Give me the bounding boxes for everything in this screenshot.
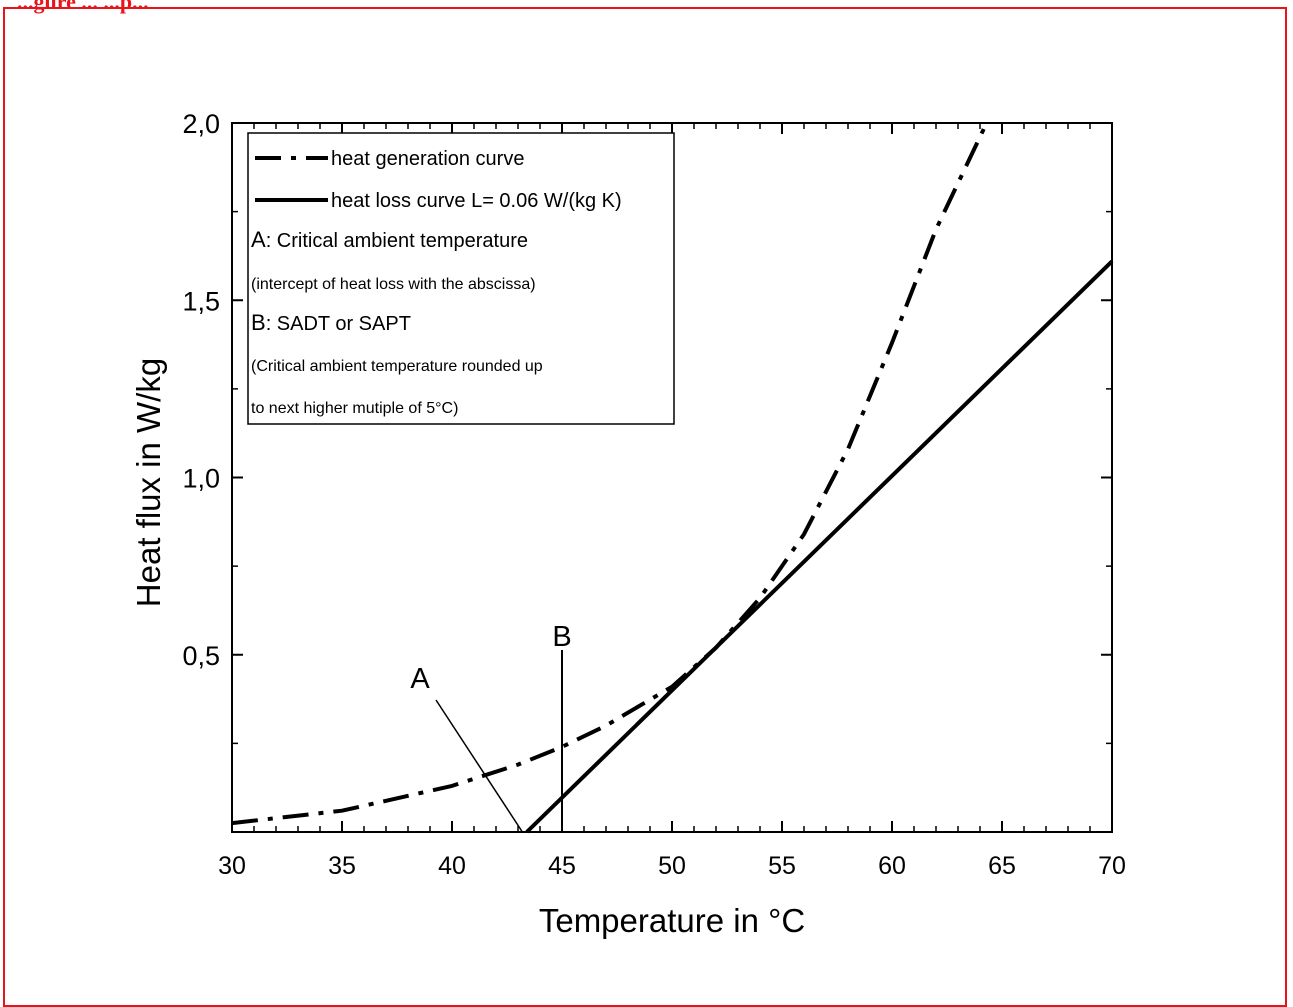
legend-note: A: Critical ambient temperature bbox=[251, 227, 528, 252]
legend-note-text: : Critical ambient temperature bbox=[266, 230, 528, 252]
figure-caption: ...gure ... ...p... bbox=[17, 0, 149, 14]
x-tick-label: 60 bbox=[878, 852, 906, 880]
legend-note-text: (Critical ambient temperature rounded up bbox=[251, 358, 543, 375]
legend-box bbox=[247, 132, 675, 425]
annotation-a-label: A bbox=[410, 663, 430, 695]
legend-entry: heat loss curve L= 0.06 W/(kg K) bbox=[331, 190, 622, 212]
legend-note: to next higher mutiple of 5°C) bbox=[251, 400, 458, 417]
legend-note: B: SADT or SAPT bbox=[251, 310, 411, 335]
legend-note-text: : SADT or SAPT bbox=[266, 313, 411, 335]
legend-note-text: (intercept of heat loss with the absciss… bbox=[251, 276, 536, 293]
x-tick-label: 45 bbox=[548, 852, 576, 880]
y-axis-label: Heat flux in W/kg bbox=[130, 358, 167, 607]
legend-note-key: B bbox=[251, 310, 266, 335]
x-tick-label: 40 bbox=[438, 852, 466, 880]
heat-loss-curve bbox=[525, 259, 1114, 834]
x-axis-label: Temperature in °C bbox=[539, 902, 805, 939]
y-tick-label: 2,0 bbox=[182, 109, 220, 139]
legend-entry: heat generation curve bbox=[331, 148, 524, 170]
x-tick-label: 50 bbox=[658, 852, 686, 880]
x-tick-label: 30 bbox=[218, 852, 246, 880]
x-tick-label: 55 bbox=[768, 852, 796, 880]
y-tick-label: 1,0 bbox=[182, 464, 220, 494]
legend: heat generation curve heat loss curve L= … bbox=[247, 132, 675, 425]
annotation-b-label: B bbox=[552, 621, 571, 653]
x-tick-label: 65 bbox=[988, 852, 1016, 880]
legend-note: (Critical ambient temperature rounded up bbox=[251, 358, 543, 375]
legend-note: (intercept of heat loss with the absciss… bbox=[251, 276, 536, 293]
y-tick-label: 1,5 bbox=[182, 286, 220, 316]
x-tick-label: 35 bbox=[328, 852, 356, 880]
legend-note-text: to next higher mutiple of 5°C) bbox=[251, 400, 458, 417]
x-tick-label: 70 bbox=[1098, 852, 1126, 880]
y-tick-label: 0,5 bbox=[182, 641, 220, 671]
legend-note-key: A bbox=[251, 227, 266, 252]
annotation-a-leader bbox=[435, 699, 524, 833]
